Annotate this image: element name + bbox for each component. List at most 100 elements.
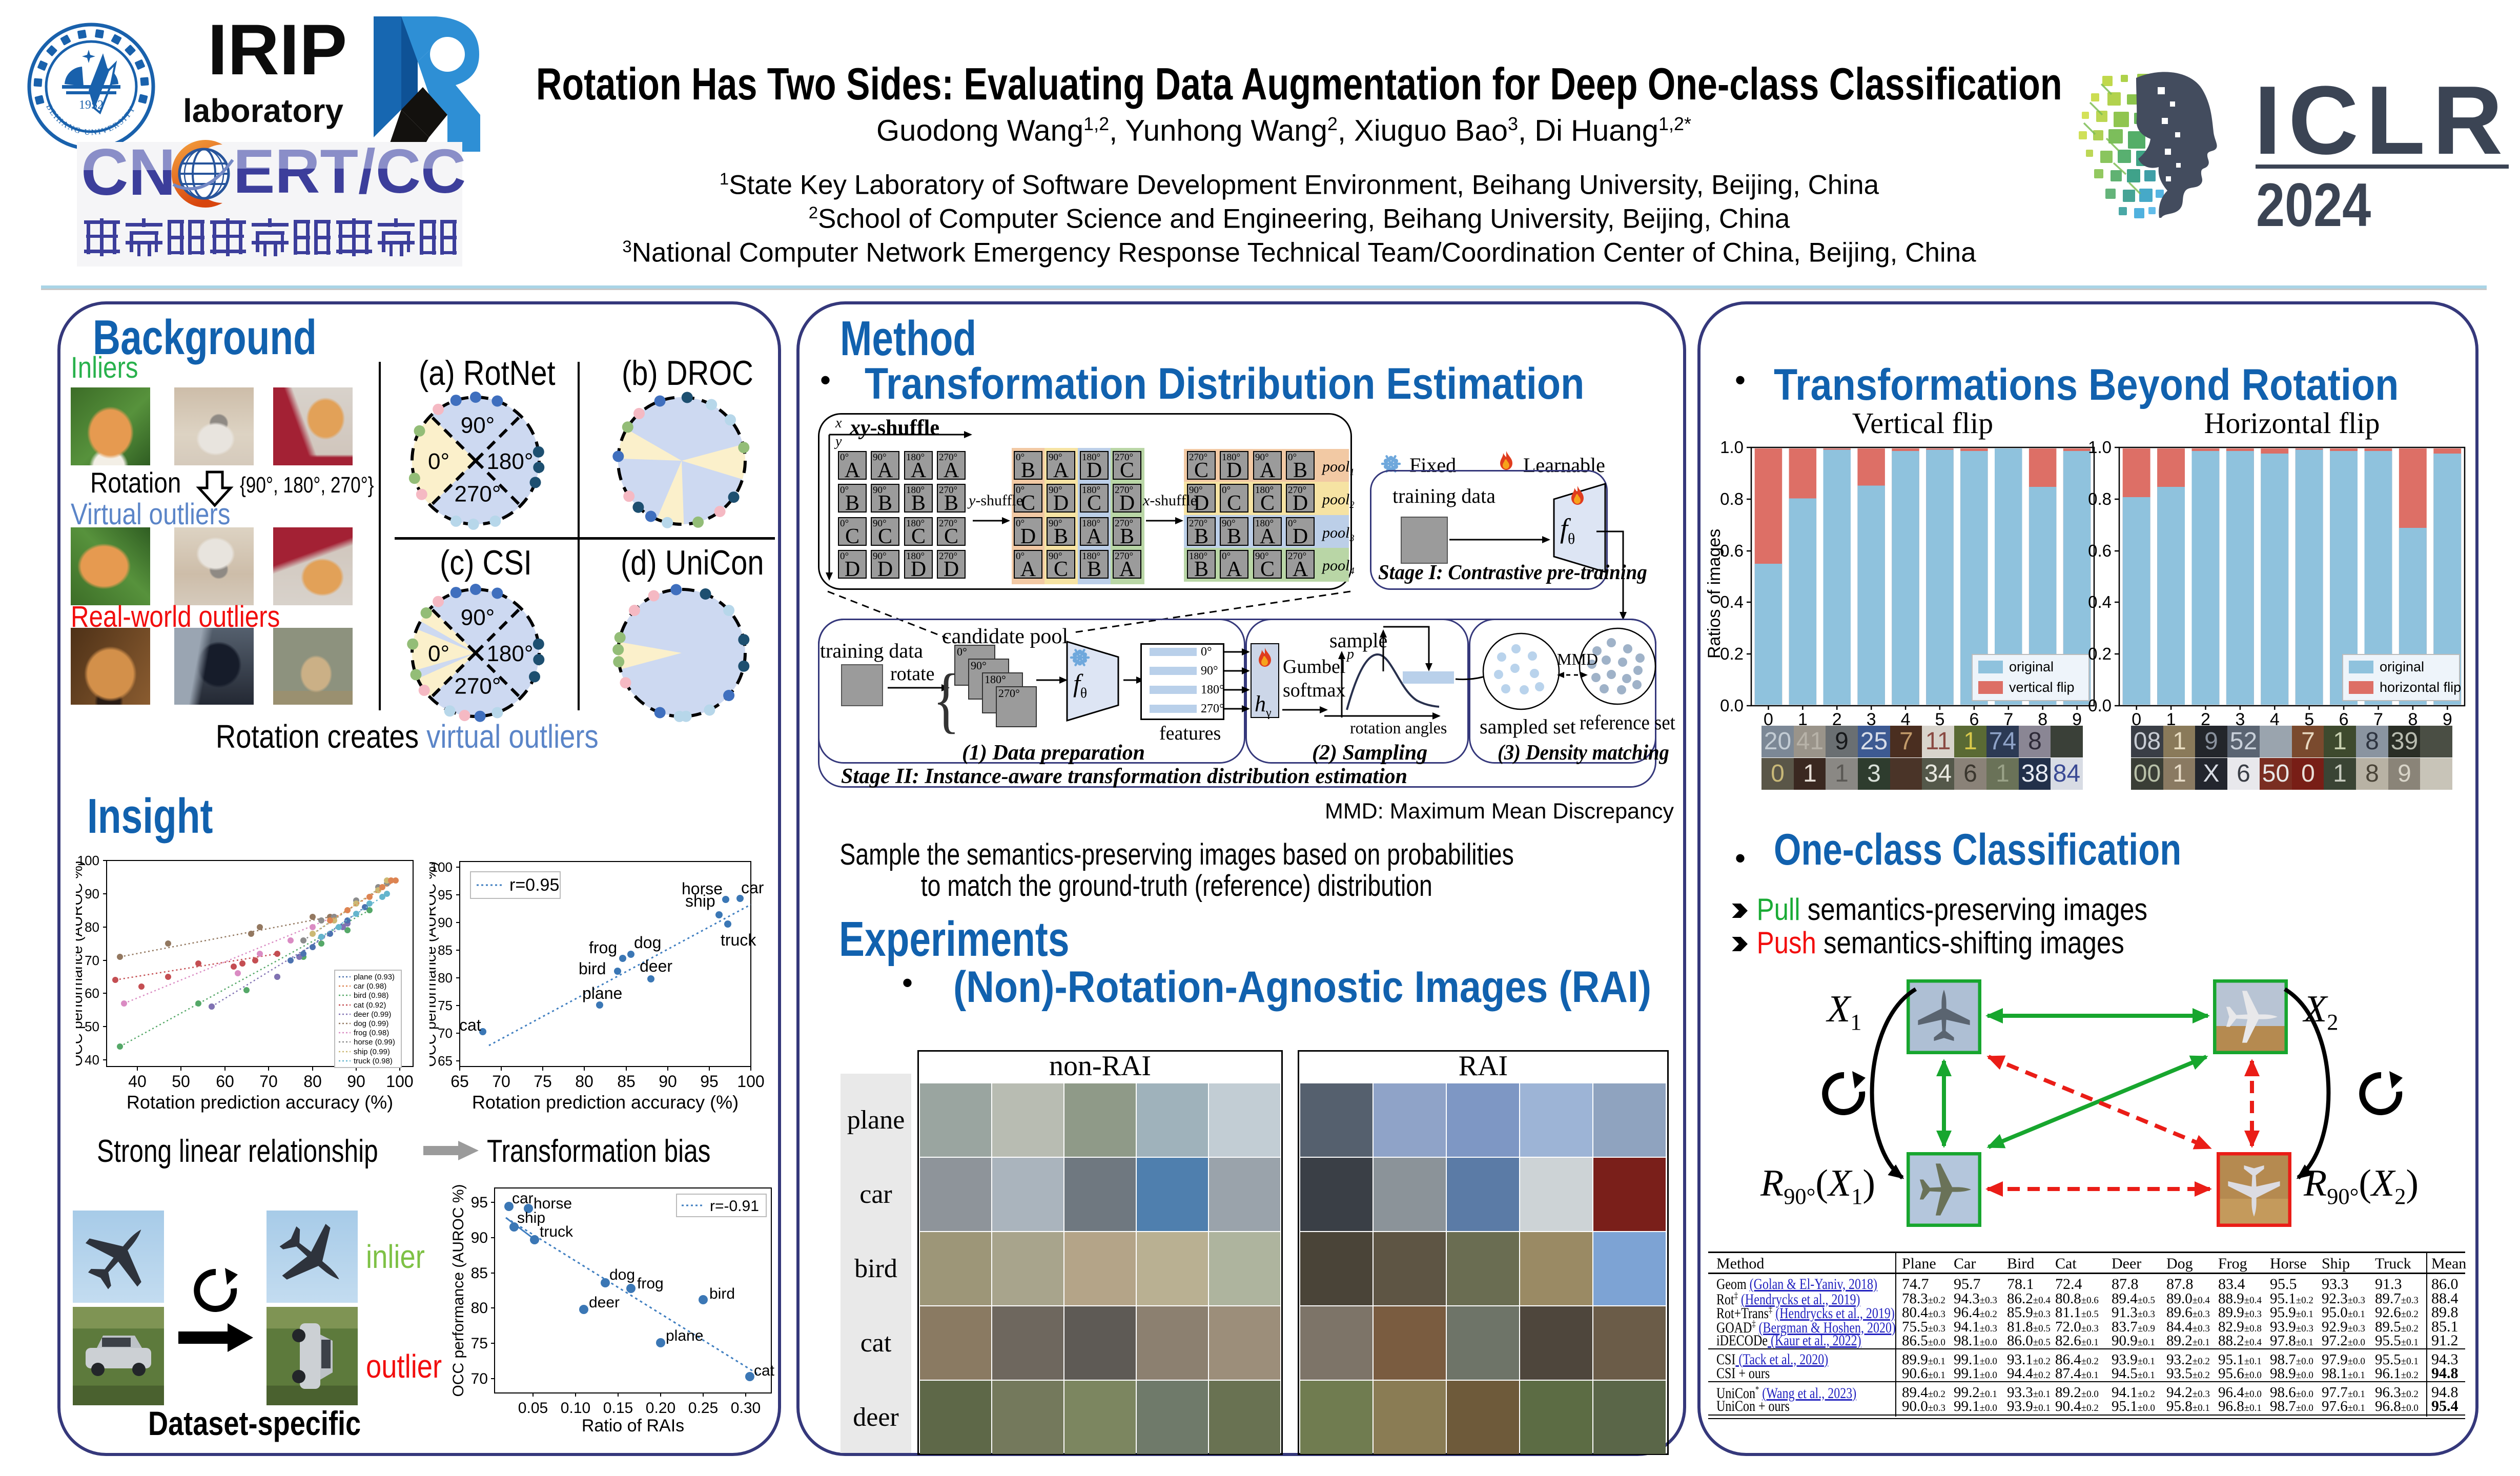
svg-text:70: 70 (85, 953, 99, 968)
svg-text:OCC performance (AUROC %): OCC performance (AUROC %) (429, 861, 439, 1067)
svg-text:0.30: 0.30 (731, 1400, 761, 1417)
svg-text:60: 60 (216, 1072, 234, 1091)
svg-text:deer (0.99): deer (0.99) (354, 1010, 391, 1019)
svg-text:original: original (2009, 659, 2054, 674)
svg-text:90: 90 (471, 1229, 488, 1246)
svg-text:deer: deer (589, 1294, 620, 1311)
svg-text:Rotation prediction accuracy (: Rotation prediction accuracy (%) (127, 1092, 393, 1113)
svg-text:car (0.98): car (0.98) (354, 982, 386, 991)
svg-text:0.20: 0.20 (646, 1400, 675, 1417)
svg-text:75: 75 (471, 1335, 488, 1352)
svg-text:2: 2 (2201, 710, 2210, 729)
svg-text:0.0: 0.0 (1720, 696, 1744, 715)
svg-text:y: y (834, 434, 842, 449)
svg-text:3: 3 (1867, 710, 1876, 729)
svg-text:1: 1 (2166, 710, 2176, 729)
svg-text:100: 100 (386, 1072, 413, 1091)
svg-text:0°: 0° (428, 449, 449, 474)
svg-text:6: 6 (2339, 710, 2349, 729)
svg-text:2: 2 (1832, 710, 1842, 729)
svg-text:0: 0 (2132, 710, 2141, 729)
svg-text:100: 100 (431, 859, 453, 875)
svg-text:3: 3 (2235, 710, 2245, 729)
svg-text:0.6: 0.6 (1720, 541, 1744, 560)
svg-text:0.2: 0.2 (1720, 644, 1744, 663)
svg-text:180°: 180° (486, 449, 533, 474)
svg-text:0.25: 0.25 (688, 1400, 718, 1417)
svg-text:80: 80 (471, 1300, 488, 1317)
svg-text:8: 8 (2038, 710, 2047, 729)
svg-text:0°: 0° (428, 641, 449, 666)
svg-text:horse: horse (682, 879, 723, 898)
svg-text:270°: 270° (454, 481, 501, 506)
svg-text:frog (0.98): frog (0.98) (354, 1029, 389, 1037)
svg-text:80: 80 (303, 1072, 322, 1091)
svg-text:0.05: 0.05 (518, 1400, 548, 1417)
svg-text:50: 50 (172, 1072, 190, 1091)
svg-text:5: 5 (2304, 710, 2314, 729)
svg-text:95: 95 (471, 1194, 488, 1211)
svg-text:85: 85 (617, 1072, 636, 1091)
svg-text:90: 90 (347, 1072, 365, 1091)
svg-text:1952: 1952 (79, 98, 104, 112)
svg-text:x: x (835, 419, 842, 431)
svg-text:75: 75 (534, 1072, 552, 1091)
svg-text:original: original (2380, 659, 2424, 674)
svg-text:70: 70 (438, 1026, 453, 1041)
svg-text:frog: frog (637, 1275, 664, 1292)
svg-text:bird (0.98): bird (0.98) (354, 991, 388, 1000)
svg-text:80: 80 (575, 1072, 593, 1091)
svg-text:4: 4 (2270, 710, 2280, 729)
svg-text:deer: deer (640, 957, 672, 975)
svg-text:frog: frog (589, 938, 617, 957)
svg-text:cat (0.92): cat (0.92) (354, 1001, 386, 1010)
svg-text:6: 6 (1969, 710, 1979, 729)
svg-text:cat: cat (459, 1016, 481, 1034)
svg-text:OCC performance (AUROC %): OCC performance (AUROC %) (451, 1184, 467, 1397)
svg-text:cat: cat (754, 1362, 775, 1379)
svg-text:65: 65 (450, 1072, 469, 1091)
svg-text:plane: plane (666, 1327, 703, 1344)
svg-text:90: 90 (659, 1072, 677, 1091)
svg-text:100: 100 (77, 853, 99, 868)
svg-text:270°: 270° (454, 673, 501, 699)
svg-text:vertical flip: vertical flip (2009, 680, 2075, 695)
svg-text:car: car (741, 878, 764, 897)
svg-text:95: 95 (700, 1072, 719, 1091)
svg-text:85: 85 (438, 942, 453, 958)
svg-text:90°: 90° (461, 413, 495, 438)
svg-text:0.10: 0.10 (561, 1400, 590, 1417)
svg-text:60: 60 (85, 986, 99, 1001)
svg-text:70: 70 (492, 1072, 510, 1091)
svg-text:50: 50 (85, 1019, 99, 1034)
svg-text:truck: truck (540, 1223, 573, 1240)
svg-text:0.8: 0.8 (1720, 489, 1744, 508)
svg-text:Ratio of RAIs: Ratio of RAIs (582, 1416, 684, 1436)
svg-text:9: 9 (2072, 710, 2082, 729)
svg-text:Rotation prediction accuracy (: Rotation prediction accuracy (%) (472, 1092, 739, 1113)
svg-text:1.0: 1.0 (2088, 438, 2112, 457)
svg-text:0.4: 0.4 (1720, 592, 1744, 611)
svg-text:plane: plane (582, 984, 622, 1002)
svg-text:ship (0.99): ship (0.99) (354, 1048, 390, 1056)
svg-text:dog: dog (634, 933, 661, 952)
svg-text:0.2: 0.2 (2088, 644, 2112, 663)
svg-text:r=0.95: r=0.95 (509, 875, 559, 895)
svg-text:9: 9 (2443, 710, 2452, 729)
svg-text:80: 80 (438, 970, 453, 986)
svg-text:horse (0.99): horse (0.99) (354, 1038, 395, 1047)
svg-text:100: 100 (737, 1072, 764, 1091)
svg-text:80: 80 (85, 919, 99, 935)
svg-text:p: p (1346, 646, 1354, 662)
svg-text:bird: bird (579, 959, 606, 978)
svg-text:0.0: 0.0 (2088, 696, 2112, 715)
svg-text:truck (0.98): truck (0.98) (354, 1057, 393, 1065)
svg-text:truck: truck (721, 931, 756, 949)
svg-text:85: 85 (471, 1265, 488, 1282)
svg-text:horizontal flip: horizontal flip (2380, 680, 2461, 695)
svg-text:r=-0.91: r=-0.91 (710, 1198, 759, 1215)
svg-text:75: 75 (438, 998, 453, 1013)
svg-text:OCC performance (AUROC %): OCC performance (AUROC %) (76, 860, 86, 1066)
svg-text:90°: 90° (461, 605, 495, 630)
svg-text:1: 1 (1798, 710, 1808, 729)
